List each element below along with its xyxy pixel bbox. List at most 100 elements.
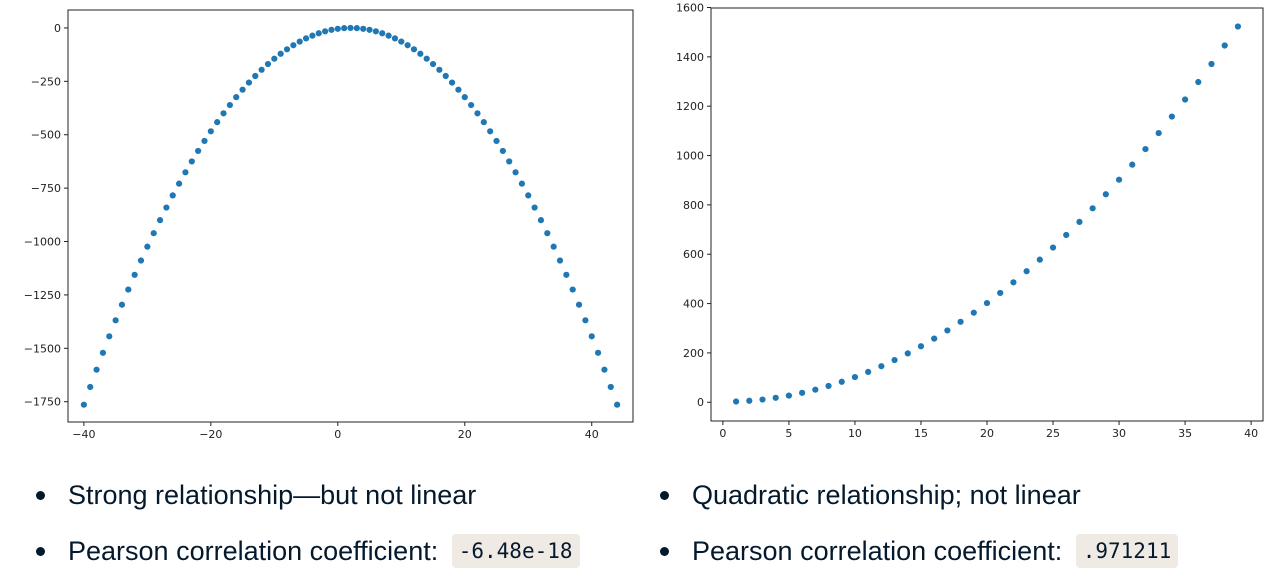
quadratic-point-27 [1089,205,1096,212]
parabola-point-3 [99,349,107,356]
parabola-point-55 [429,60,437,68]
parabola-point-19 [201,137,208,145]
parabola-point-77 [569,286,576,293]
parabola-y-tick-label: −1000 [24,236,61,249]
parabola-point-76 [563,271,570,278]
right-note-pearson-text: Pearson correlation coefficient: [692,536,1063,566]
parabola-point-67 [506,158,513,165]
quadratic-point-6 [812,386,819,393]
quadratic-point-9 [851,373,859,381]
parabola-x-tick-label: −40 [72,428,95,441]
quadratic-point-29 [1115,176,1123,183]
parabola-point-83 [607,383,614,391]
quadratic-y-tick-label: 0 [697,396,704,409]
parabola-point-35 [302,35,310,42]
parabola-point-68 [512,169,519,176]
parabola-point-18 [195,147,202,155]
parabola-y-tick-label: −1750 [24,396,61,409]
quadratic-plot-frame [710,7,1264,422]
parabola-y-tick-label: 0 [54,22,61,35]
quadratic-point-15 [931,335,938,342]
parabola-point-79 [582,317,589,324]
parabola-point-49 [391,35,399,42]
quadratic-y-tick-label: 600 [683,248,704,261]
parabola-point-41 [341,25,348,32]
parabola-point-22 [220,110,227,117]
left-pearson-value: -6.48e-18 [451,534,580,568]
left-note-relationship: Strong relationship—but not linear [36,468,636,524]
bullet-dot [660,547,669,556]
right-note-relationship: Quadratic relationship; not linear [660,468,1270,524]
parabola-point-30 [271,55,278,62]
quadratic-point-4 [785,392,793,399]
parabola-scatter-chart: −40 −20 0 20 40 0 −250 −500 −750 −1000 −1250 −1500 −… [0,0,640,442]
bullet-dot [660,491,669,500]
parabola-point-73 [544,230,551,237]
parabola-point-29 [264,60,272,68]
quadratic-point-11 [878,363,885,370]
parabola-point-54 [423,55,430,62]
quadratic-x-tick-label: 0 [719,427,726,440]
parabola-point-5 [112,317,119,324]
parabola-point-81 [594,349,602,356]
right-pearson-value: .971211 [1075,534,1179,568]
parabola-point-74 [550,243,557,250]
parabola-point-65 [493,137,500,145]
quadratic-point-26 [1076,218,1083,225]
parabola-point-53 [417,50,424,57]
quadratic-point-28 [1102,191,1109,198]
quadratic-y-tick-label: 1000 [676,150,704,163]
parabola-point-51 [404,42,411,49]
quadratic-point-18 [970,309,977,316]
quadratic-x-tick-label: 40 [1244,427,1258,440]
quadratic-x-tick-label: 20 [980,427,994,440]
quadratic-scatter-chart: 0 5 10 15 20 25 30 35 40 0 200 400 600 800 1000 1200 140… [641,0,1283,442]
parabola-point-17 [188,158,195,165]
parabola-point-66 [499,147,506,155]
right-notes-list: Quadratic relationship; not linear Pears… [660,468,1270,580]
parabola-point-43 [353,25,360,32]
quadratic-point-22 [1023,268,1030,275]
parabola-point-84 [614,401,621,408]
quadratic-point-37 [1221,42,1228,49]
quadratic-x-tick-label: 5 [785,427,792,440]
quadratic-point-3 [772,394,779,401]
parabola-point-28 [258,66,265,73]
parabola-plot-frame [67,9,634,423]
parabola-point-44 [360,25,367,32]
quadratic-point-2 [759,396,766,403]
quadratic-point-10 [865,368,872,375]
quadratic-x-tick-label: 25 [1046,427,1060,440]
parabola-point-48 [385,32,392,39]
quadratic-point-16 [944,327,951,334]
bullet-dot [36,547,45,556]
parabola-point-21 [214,119,221,126]
parabola-point-57 [442,72,449,80]
quadratic-scatter-svg: 0 5 10 15 20 25 30 35 40020040060080010001200140… [676,2,1264,440]
parabola-point-13 [163,204,170,211]
left-notes-list: Strong relationship—but not linear Pears… [36,468,636,580]
bullet-dot [36,491,45,500]
parabola-point-75 [556,257,564,264]
parabola-point-37 [315,30,322,37]
parabola-point-16 [182,169,189,176]
parabola-point-61 [468,101,475,109]
parabola-point-15 [176,180,183,187]
left-note-pearson: Pearson correlation coefficient: -6.48e-… [36,524,636,580]
parabola-point-6 [118,301,126,308]
parabola-point-7 [125,286,132,293]
quadratic-y-tick-label: 1400 [676,51,704,64]
parabola-point-12 [156,217,164,224]
left-note-pearson-text: Pearson correlation coefficient: [68,536,439,566]
parabola-point-0 [80,401,87,408]
parabola-point-46 [372,28,379,35]
parabola-point-32 [283,46,291,53]
right-note-relationship-text: Quadratic relationship; not linear [692,480,1081,510]
quadratic-point-14 [917,343,925,350]
quadratic-point-31 [1142,146,1149,153]
quadratic-point-30 [1129,161,1136,168]
quadratic-point-8 [838,378,845,385]
quadratic-point-24 [1049,244,1057,251]
parabola-point-69 [518,180,526,187]
parabola-y-tick-label: −500 [31,129,61,142]
